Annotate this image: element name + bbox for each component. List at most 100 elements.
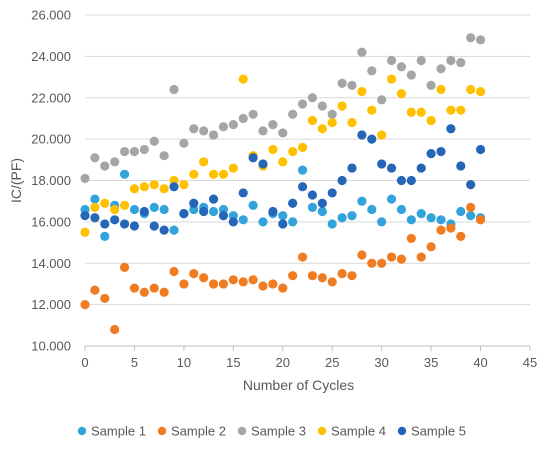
data-point [179, 138, 189, 148]
data-point [90, 213, 100, 223]
data-point [446, 55, 456, 66]
x-tick-label: 0 [81, 355, 88, 370]
data-point [357, 130, 367, 140]
legend-marker [77, 426, 87, 436]
data-point [119, 169, 130, 179]
x-tick-label: 45 [523, 355, 537, 370]
data-point [179, 279, 189, 289]
data-point [238, 277, 248, 287]
data-point [119, 219, 130, 229]
legend-label: Sample 4 [331, 424, 386, 439]
data-point [386, 163, 397, 173]
data-point [367, 258, 377, 268]
data-point [317, 206, 327, 217]
data-point [377, 258, 387, 268]
data-point [466, 202, 476, 212]
data-point [317, 101, 327, 111]
legend-marker [237, 426, 247, 436]
data-point [100, 231, 110, 241]
data-point [218, 122, 229, 132]
data-point [159, 204, 169, 215]
data-point [248, 275, 258, 285]
data-point [416, 55, 426, 66]
data-point [406, 175, 416, 186]
data-point [189, 124, 199, 134]
data-point [119, 262, 130, 272]
data-point [159, 184, 169, 194]
data-point [337, 101, 347, 111]
data-point [189, 268, 199, 279]
data-point [90, 202, 100, 212]
y-tick-label: 14.000 [31, 256, 71, 271]
data-point [169, 266, 179, 277]
data-point [327, 117, 337, 128]
data-point [248, 153, 258, 163]
data-point [228, 163, 238, 173]
data-point [317, 198, 327, 208]
series-sample-1 [80, 165, 486, 241]
data-point [436, 215, 446, 225]
data-point [406, 233, 416, 244]
data-point [456, 57, 466, 68]
data-point [238, 215, 248, 225]
data-point [347, 163, 357, 173]
data-point [169, 225, 179, 235]
series-sample-2 [80, 202, 486, 335]
data-point [149, 221, 159, 231]
data-point [110, 204, 120, 215]
data-point [357, 86, 367, 97]
data-point [357, 47, 367, 57]
data-point [416, 163, 426, 173]
data-point [426, 149, 436, 159]
data-point [416, 252, 426, 262]
data-point [169, 84, 179, 95]
data-point [90, 194, 100, 204]
data-point [110, 157, 120, 167]
data-point [446, 223, 456, 233]
axes [84, 345, 531, 351]
data-point [446, 124, 456, 134]
data-point [475, 35, 486, 45]
data-point [208, 194, 219, 204]
data-point [466, 33, 476, 43]
data-point [456, 161, 466, 171]
data-point [426, 213, 436, 223]
x-tick-label: 20 [276, 355, 290, 370]
data-point [278, 283, 288, 293]
legend-label: Sample 3 [251, 424, 306, 439]
x-tick-labels: 0 5 10 15 20 25 30 35 40 45 [81, 355, 537, 370]
data-point [456, 105, 466, 115]
data-point [416, 107, 426, 117]
data-point [337, 175, 347, 186]
data-point [436, 146, 446, 157]
data-point [110, 324, 120, 335]
data-point [179, 209, 189, 219]
data-point [377, 95, 387, 105]
x-tick-label: 30 [374, 355, 388, 370]
data-point [426, 80, 436, 90]
legend-item: Sample 1 [77, 424, 146, 439]
data-point [347, 271, 357, 281]
data-point [475, 144, 486, 155]
data-point [159, 225, 169, 235]
data-point [268, 120, 278, 130]
data-point [475, 215, 486, 225]
data-point [466, 84, 476, 95]
data-point [278, 128, 288, 138]
data-point [307, 271, 318, 281]
data-point [258, 126, 268, 136]
data-point [327, 219, 337, 229]
data-point [208, 279, 219, 289]
data-point [199, 206, 209, 217]
data-point [208, 130, 219, 140]
data-point [406, 107, 416, 117]
gridlines [85, 14, 530, 306]
data-point [377, 130, 387, 140]
data-point [396, 62, 407, 72]
data-point [199, 273, 209, 283]
x-tick-label: 35 [424, 355, 438, 370]
data-point [307, 202, 318, 212]
data-point [159, 287, 169, 297]
